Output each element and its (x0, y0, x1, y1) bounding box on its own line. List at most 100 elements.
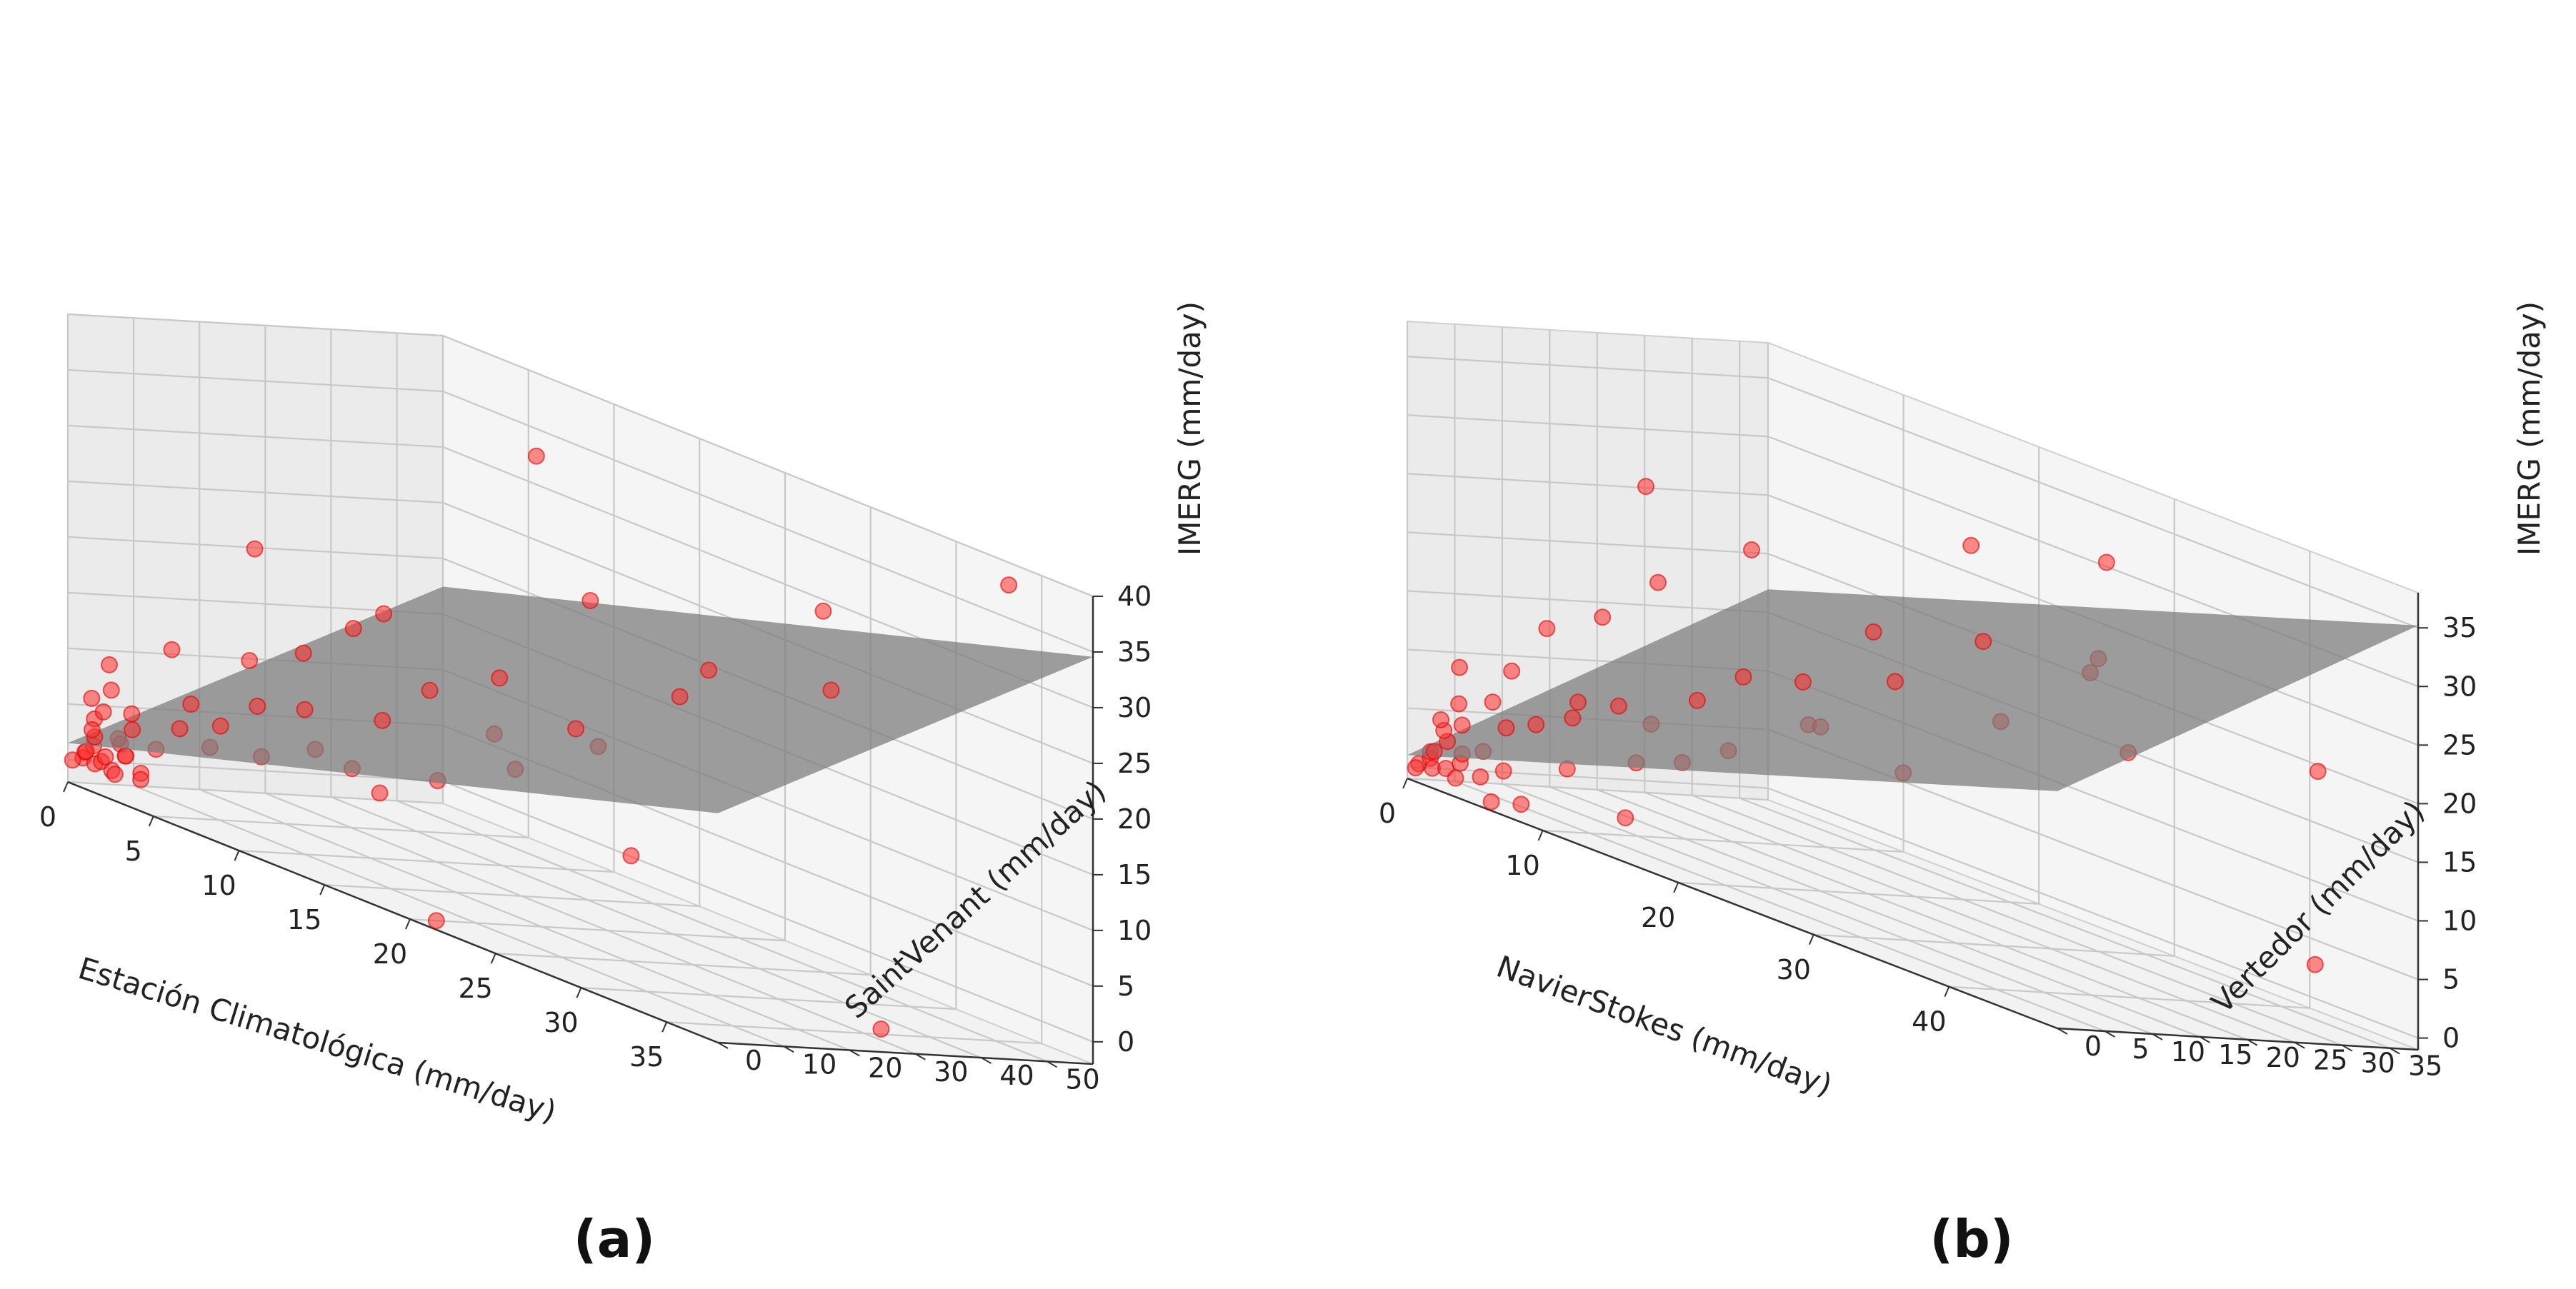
data-point (94, 703, 112, 721)
x-gridline (1542, 829, 1904, 853)
data-point (1594, 608, 1612, 626)
data-point (1609, 697, 1627, 715)
z-gridline (1407, 766, 1769, 789)
y-tick-label: 20 (868, 1053, 902, 1084)
y-tick (717, 1042, 729, 1049)
y-tick (2152, 1033, 2163, 1040)
x-tick-label: 15 (287, 904, 321, 936)
y-tick-label: 50 (1065, 1063, 1099, 1095)
y-tick-label: 35 (2408, 1050, 2442, 1082)
y-tick (1047, 1060, 1058, 1068)
data-point (182, 696, 200, 713)
z-gridline (442, 780, 1094, 1043)
data-point (427, 912, 445, 930)
x-tick-label: 20 (1641, 902, 1675, 933)
z-gridline (442, 334, 1094, 598)
data-point (1503, 662, 1521, 680)
z-gridline (1407, 414, 1769, 438)
data-point (1886, 673, 1904, 691)
data-point (102, 681, 120, 699)
y-gridline (1644, 791, 2295, 1043)
z-tick-label: 15 (1117, 859, 1152, 891)
data-point (1494, 762, 1512, 780)
z-tick-label: 35 (2442, 612, 2477, 643)
data-point (1975, 633, 1992, 651)
x-tick-label: 30 (544, 1007, 578, 1038)
z-gridline (442, 390, 1094, 653)
x-tick (576, 987, 582, 998)
y-gridline (1597, 788, 2248, 1040)
regression-plane (1407, 589, 2418, 791)
data-point (344, 620, 362, 638)
x-tick-label: 5 (125, 836, 142, 867)
data-point (1450, 695, 1468, 713)
z-tick-label: 25 (1117, 748, 1152, 779)
x-gridline (409, 918, 786, 942)
x-gridline (1949, 985, 2310, 1009)
data-point (83, 689, 101, 707)
y-gridline (1739, 797, 2390, 1049)
z-tick-label: 20 (2442, 788, 2477, 819)
data-point (83, 721, 101, 738)
x-tick-label: 40 (1912, 1006, 1946, 1038)
x-gridline (667, 1021, 1042, 1045)
y-axis-line (717, 1041, 1094, 1065)
y-tick-label: 15 (2218, 1039, 2252, 1070)
y-tick (2199, 1035, 2210, 1043)
data-point (1497, 719, 1515, 737)
y-gridline (264, 792, 916, 1055)
regression-plane (68, 586, 1093, 813)
z-gridline (67, 313, 444, 337)
data-point (296, 701, 314, 718)
y-gridline (199, 788, 850, 1051)
z-tick-label: 0 (2442, 1023, 2460, 1054)
panel-label: (a) (574, 1209, 655, 1269)
data-point (1538, 620, 1556, 638)
data-point (491, 669, 509, 687)
y-tick-label: 30 (2361, 1048, 2395, 1079)
y-tick-label: 0 (745, 1045, 762, 1076)
z-gridline (1767, 377, 2419, 629)
data-point (1425, 743, 1443, 761)
data-point (2097, 553, 2115, 571)
data-point (132, 771, 150, 788)
x-tick-label: 10 (1505, 850, 1539, 881)
x-tick (319, 884, 326, 896)
data-point (246, 540, 264, 558)
z-gridline (1407, 531, 1769, 555)
x-tick (148, 816, 154, 827)
chart-panel-a: 0 5 10 15 20 25 30 35 0 10 20 30 40 50 0 5 10 15 20 25 30 35 4… (39, 301, 1207, 1269)
data-point (1569, 693, 1587, 711)
x-gridline (324, 883, 700, 908)
data-point (822, 681, 840, 699)
data-point (622, 847, 640, 865)
data-point (421, 681, 439, 699)
tick-labels: 0 5 10 15 20 25 30 35 0 10 20 30 40 50 0 5 10 15 20 25 30 35 4… (39, 581, 1152, 1095)
data-point (527, 447, 545, 465)
y-tick (2342, 1044, 2353, 1052)
y-tick (783, 1045, 794, 1053)
data-point (1512, 796, 1530, 813)
y-gridline (331, 796, 982, 1059)
x-gridline (239, 849, 614, 873)
data-point (1527, 716, 1545, 733)
y-tick (980, 1057, 992, 1064)
z-gridline (1407, 356, 1769, 379)
z-gridline (67, 480, 444, 504)
x-tick (1673, 882, 1679, 893)
data-point (1637, 478, 1654, 496)
x-tick-label: 20 (373, 938, 407, 970)
y-tick-label: 25 (2313, 1045, 2347, 1076)
points-above-plane (1425, 478, 2115, 761)
y-tick-label: 10 (2171, 1036, 2205, 1068)
y-tick (849, 1049, 860, 1057)
data-point (2306, 956, 2324, 973)
x-tick (1944, 986, 1950, 998)
z-gridline (1407, 473, 1769, 496)
data-point (123, 705, 141, 723)
data-point (106, 766, 124, 783)
data-point (101, 656, 118, 673)
y-tick (914, 1053, 926, 1060)
z-tick-label: 25 (2442, 729, 2477, 761)
